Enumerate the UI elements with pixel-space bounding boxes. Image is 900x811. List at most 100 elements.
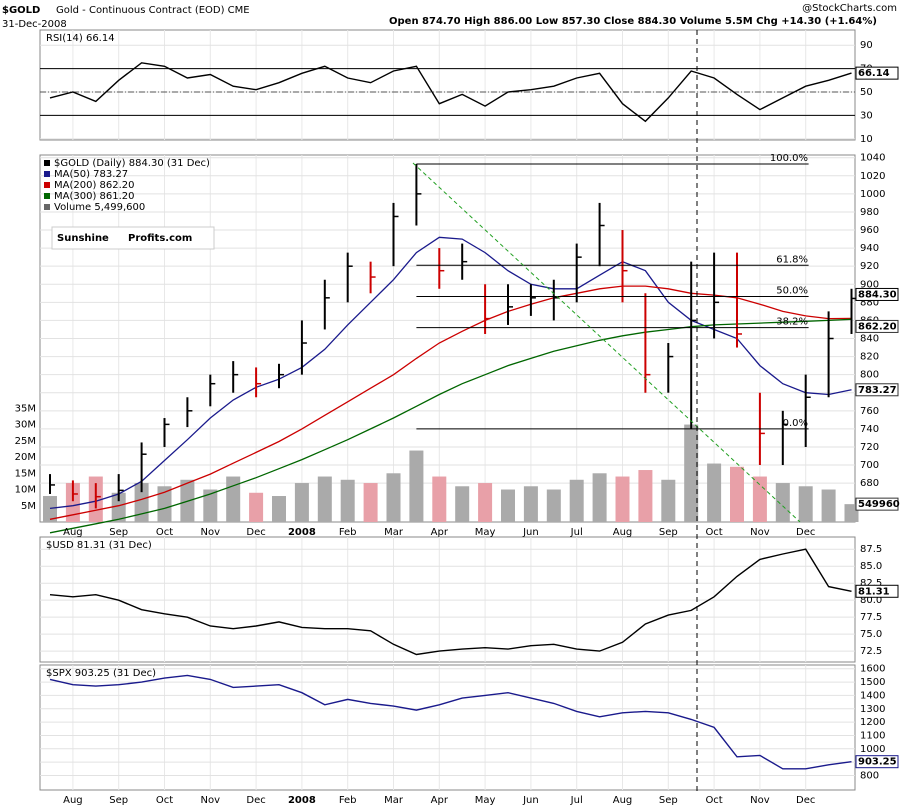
x-tick-label: Dec [246,795,265,806]
last-value-box [855,383,899,397]
legend-label: Volume 5,499,600 [54,202,145,213]
y-tick-label: 85.0 [860,561,882,572]
x-tick-label: Jun [522,795,539,806]
legend-swatch [44,182,50,188]
y-tick-label: 820 [860,352,879,363]
volume-bar [409,450,424,522]
y-tick-label: 840 [860,334,879,345]
volume-bar [317,476,332,522]
volume-bar [592,473,607,522]
y-tick-label: 10M [15,485,36,496]
volume-bar [249,492,264,522]
y-tick-label: 740 [860,424,879,435]
y-tick-label: 1600 [860,664,885,675]
ma-line [49,318,852,534]
y-tick-label: 760 [860,406,879,417]
volume-bar [363,483,378,522]
volume-bar [638,470,653,522]
last-value: 884.30 [858,289,897,300]
volume-bar [523,486,538,522]
y-tick-label: 35M [15,403,36,414]
y-tick-label: 72.5 [860,646,882,657]
x-tick-label: Nov [750,795,770,806]
y-tick-label: 980 [860,207,879,218]
x-tick-label: 2008 [288,795,316,806]
y-tick-label: 1300 [860,704,885,715]
volume-bar [386,473,401,522]
x-tick-label: Feb [339,795,357,806]
logo-box [51,226,215,250]
fib-label: 61.8% [776,254,808,265]
x-tick-label: Aug [63,527,83,538]
credit: @StockCharts.com [802,3,897,14]
price-line [49,62,852,123]
last-value-box [855,497,899,511]
volume-bar [661,479,676,522]
x-tick-label: Nov [201,795,221,806]
last-value: 783.27 [858,385,897,396]
spx-panel [39,664,856,791]
last-value-box [855,584,899,598]
legend-swatch [44,160,50,166]
volume-bar [501,489,515,522]
x-tick-label: Oct [705,795,722,806]
volume-bar [546,489,561,522]
fib-label: 0.0% [783,418,808,429]
last-value: 5499600 [858,499,900,510]
x-tick-label: Nov [201,527,221,538]
volume-bar [455,486,470,522]
logo-text: Profits.com [128,233,192,244]
last-value: 66.14 [858,68,890,79]
y-tick-label: 940 [860,243,879,254]
x-tick-label: Dec [796,795,815,806]
last-value-box [855,755,899,769]
volume-bar [615,476,630,522]
x-tick-label: Apr [431,527,449,538]
y-tick-label: 720 [860,442,879,453]
x-tick-label: Dec [796,527,815,538]
chart-date: 31-Dec-2008 [2,19,67,30]
y-tick-label: 1020 [860,171,885,182]
plot-layer: 1030507090RSI(14) 66.1466.145M10M15M20M2… [2,3,900,806]
volume-bar [134,483,149,522]
x-tick-label: Sep [109,527,128,538]
x-tick-label: May [475,795,496,806]
x-tick-label: May [475,527,496,538]
x-tick-label: 2008 [288,527,316,538]
y-tick-label: 87.5 [860,544,882,555]
legend-label: $GOLD (Daily) 884.30 (31 Dec) [54,158,210,169]
x-tick-label: Sep [659,527,678,538]
chart-title: $GOLD [2,5,40,16]
volume-bar [684,424,699,522]
legend-label: MA(300) 861.20 [54,191,135,202]
y-tick-label: 960 [860,225,879,236]
y-tick-label: 920 [860,261,879,272]
y-tick-label: 10 [860,134,873,145]
legend-label: MA(50) 783.27 [54,169,128,180]
volume-bar [730,466,744,522]
y-tick-label: 75.0 [860,629,882,640]
x-tick-label: Jul [570,527,583,538]
y-tick-label: 77.5 [860,612,882,623]
quote: Open 874.70 High 886.00 Low 857.30 Close… [389,16,877,27]
volume-bar [226,476,241,522]
rsi-panel [39,29,856,141]
volume-bar [65,483,80,522]
x-tick-label: Oct [156,795,173,806]
y-tick-label: 15M [15,468,36,479]
volume-bar [798,486,813,522]
y-tick-label: 50 [860,87,873,98]
last-value-box [855,319,899,333]
x-tick-label: Sep [109,795,128,806]
price-line [49,548,852,656]
x-tick-label: Sep [659,795,678,806]
volume-bar [43,496,57,522]
volume-bar [294,483,309,522]
volume-bar [111,492,126,522]
x-tick-label: Jul [570,795,583,806]
legend-swatch [44,193,50,199]
panel-label: $SPX 903.25 (31 Dec) [46,668,156,679]
volume-bar [707,463,722,522]
x-tick-label: Mar [384,527,404,538]
